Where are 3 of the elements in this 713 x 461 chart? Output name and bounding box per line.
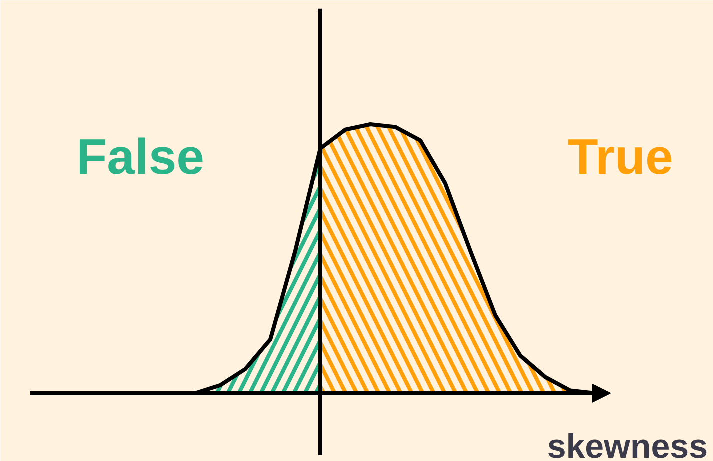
x-axis-title: skewness [547,428,708,461]
text: True [568,128,674,185]
text: False [76,128,204,185]
